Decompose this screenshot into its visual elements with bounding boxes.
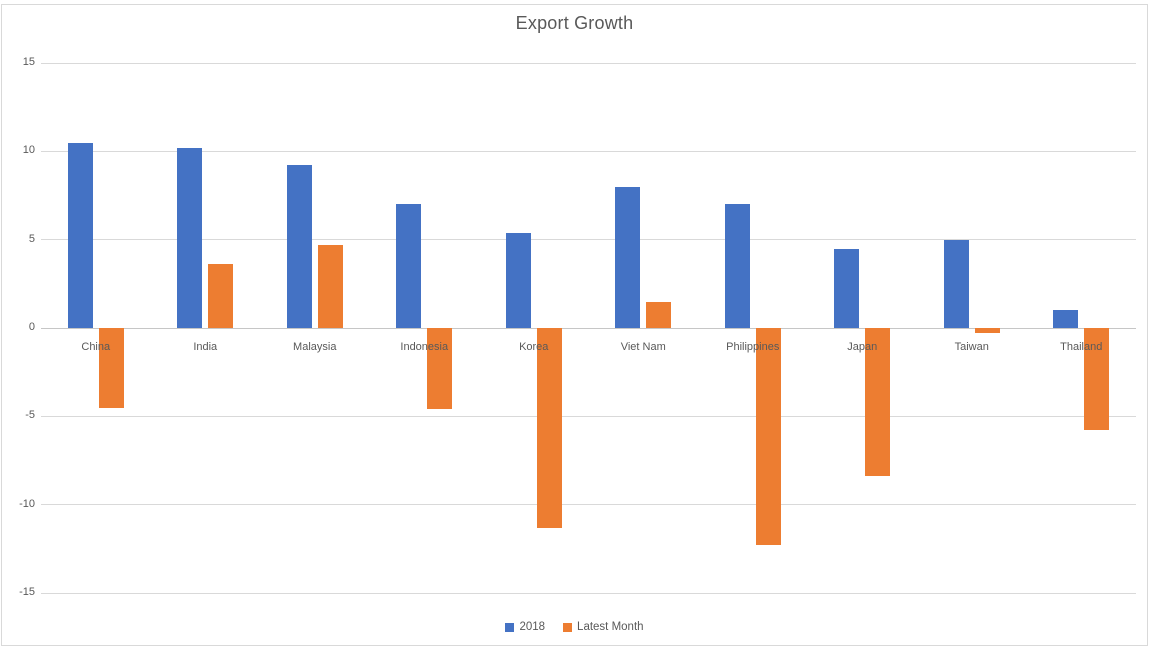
chart-area: Export Growth 15 10 5 0 -5 -10 -15 China India Ma… <box>1 4 1148 646</box>
category-label-philippines: Philippines <box>726 341 780 353</box>
bar-latest-month-indonesia <box>427 328 453 410</box>
gridline <box>41 504 1136 506</box>
bar-2018-korea <box>505 232 531 328</box>
category-label-india: India <box>193 341 218 353</box>
y-tick-label: 15 <box>22 56 35 68</box>
bar-latest-month-taiwan <box>974 328 1000 334</box>
x-axis-line <box>41 327 1136 329</box>
bar-2018-taiwan <box>943 239 969 328</box>
bar-latest-month-india <box>208 264 234 328</box>
bar-2018-thailand <box>1053 310 1079 328</box>
bar-2018-india <box>177 147 203 328</box>
category-label-malaysia: Malaysia <box>293 341 337 353</box>
plot-area: 15 10 5 0 -5 -10 -15 China India Malaysia Indonesi… <box>19 56 1136 598</box>
legend-swatch-2018 <box>505 622 515 632</box>
category-label-thailand: Thailand <box>1060 341 1103 353</box>
legend-label-latest-month: Latest Month <box>577 621 644 633</box>
y-tick-label: 10 <box>22 144 35 157</box>
bar-2018-philippines <box>724 204 750 328</box>
y-tick-label: -5 <box>25 409 35 422</box>
bar-2018-japan <box>834 248 860 328</box>
category-label-viet-nam: Viet Nam <box>620 341 666 353</box>
bar-2018-viet-nam <box>615 186 641 328</box>
category-label-korea: Korea <box>519 341 549 353</box>
y-tick-label: 5 <box>28 232 35 245</box>
category-label-japan: Japan <box>847 341 878 353</box>
legend-item-latest-month: Latest Month <box>563 621 644 633</box>
bar-2018-malaysia <box>286 165 312 328</box>
legend-swatch-latest-month <box>563 622 573 632</box>
bar-latest-month-korea <box>536 328 562 528</box>
gridline <box>41 62 1136 64</box>
gridline <box>41 415 1136 417</box>
category-label-china: China <box>81 341 111 353</box>
gridline <box>41 239 1136 241</box>
legend: 2018 Latest Month <box>2 621 1147 633</box>
category-label-indonesia: Indonesia <box>400 341 449 353</box>
gridline <box>41 150 1136 152</box>
y-tick-label: 0 <box>28 321 35 333</box>
category-label-taiwan: Taiwan <box>954 341 989 353</box>
legend-item-2018: 2018 <box>505 621 545 633</box>
bar-latest-month-malaysia <box>317 244 343 328</box>
y-tick-label: -10 <box>19 497 35 510</box>
gridline <box>41 592 1136 594</box>
legend-label-2018: 2018 <box>519 621 546 633</box>
bar-latest-month-thailand <box>1084 328 1110 431</box>
bar-latest-month-philippines <box>755 328 781 546</box>
bar-2018-china <box>67 142 93 328</box>
bar-latest-month-japan <box>865 328 891 477</box>
chart-title: Export Growth <box>515 13 634 33</box>
bar-latest-month-china <box>98 328 124 408</box>
bar-2018-indonesia <box>396 204 422 328</box>
y-tick-label: -15 <box>19 586 35 598</box>
bar-latest-month-viet-nam <box>646 301 672 328</box>
